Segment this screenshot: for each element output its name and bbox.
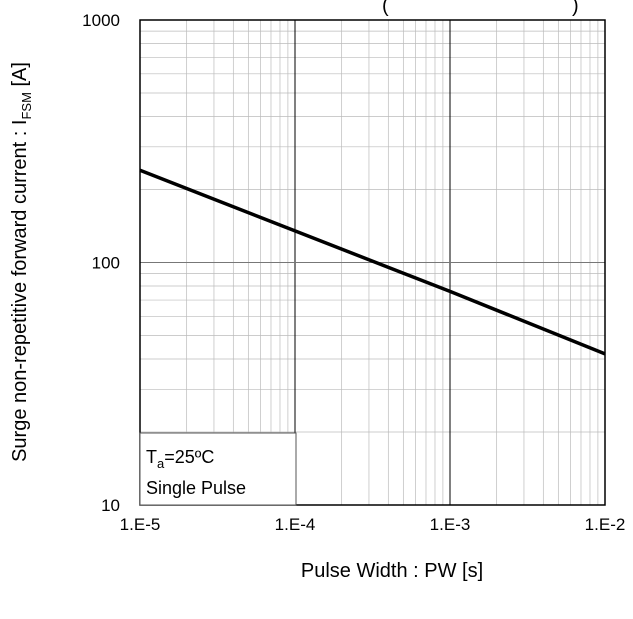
x-tick-labels: 1.E-5 1.E-4 1.E-3 1.E-2	[120, 515, 626, 534]
y-tick-label: 100	[92, 254, 120, 273]
y-axis-label-main: Surge non-repetitive forward current : I	[9, 120, 31, 462]
y-axis-label-unit: [A]	[9, 62, 31, 92]
conditions-box: Ta=25ºC Single Pulse	[139, 432, 297, 506]
x-tick-label: 1.E-2	[585, 515, 626, 534]
conditions-box-frame	[139, 432, 297, 506]
x-tick-label: 1.E-4	[275, 515, 316, 534]
chart-title-right: )	[572, 0, 579, 17]
y-tick-labels: 10 100 1000	[82, 11, 120, 515]
series-layer	[139, 168, 606, 356]
series-line	[139, 168, 606, 356]
y-tick-label: 1000	[82, 11, 120, 30]
y-tick-label: 10	[101, 496, 120, 515]
conditions-pulse-type: Single Pulse	[146, 478, 246, 498]
y-axis-label-sub: FSM	[19, 92, 34, 119]
y-axis-label: Surge non-repetitive forward current : I…	[9, 62, 34, 462]
x-tick-label: 1.E-5	[120, 515, 161, 534]
conditions-temperature: Ta=25ºC	[146, 447, 214, 471]
chart-title-left: (	[382, 0, 389, 17]
x-tick-label: 1.E-3	[430, 515, 471, 534]
plot-area-frame	[139, 19, 606, 506]
x-axis-label: Pulse Width : PW [s]	[301, 560, 483, 582]
